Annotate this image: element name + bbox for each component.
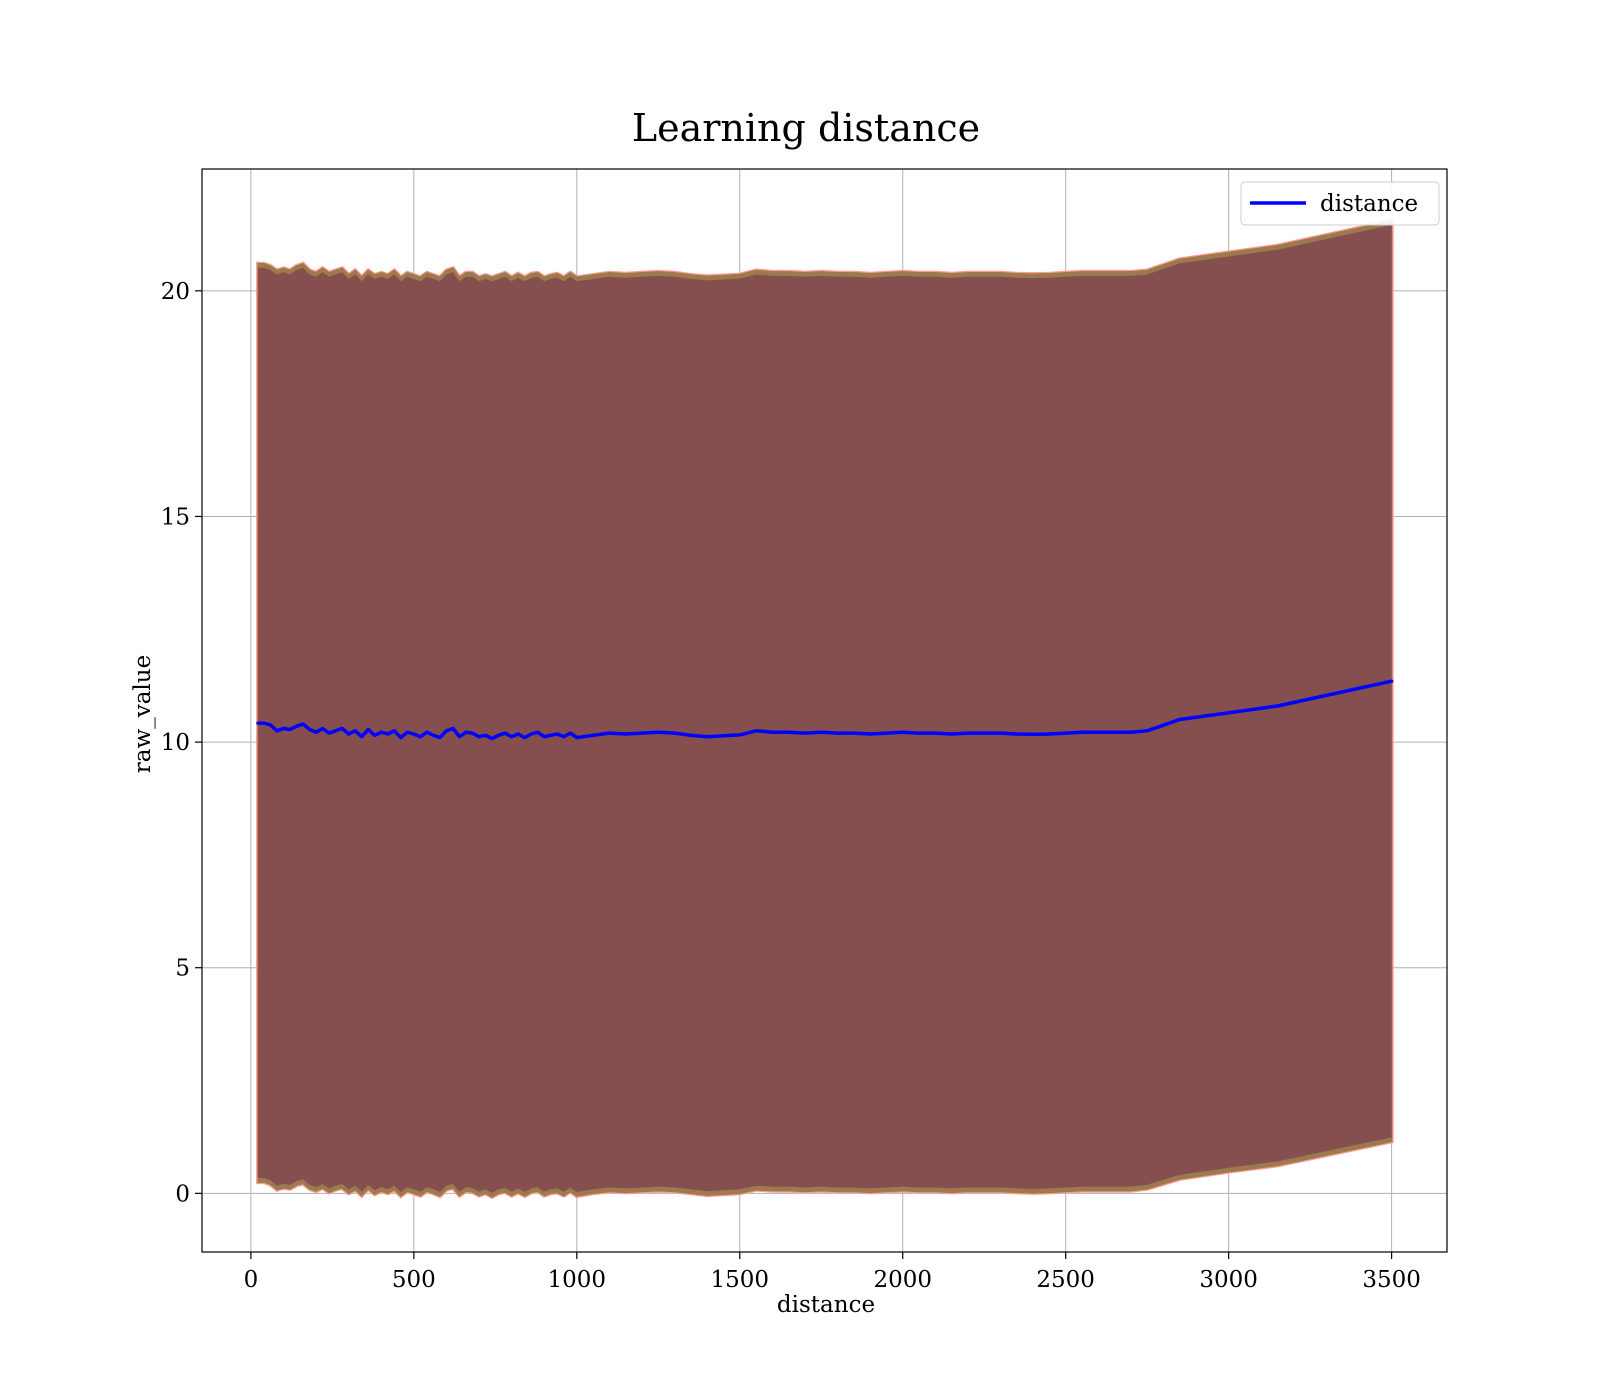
y-axis-label: raw_value xyxy=(130,655,156,773)
confidence-band xyxy=(256,218,1394,1200)
legend: distance xyxy=(1240,181,1440,226)
chart-title: Learning distance xyxy=(632,106,980,150)
x-tick-label: 1500 xyxy=(710,1267,769,1293)
y-tick-label: 20 xyxy=(161,279,190,305)
x-tick-label: 3000 xyxy=(1199,1267,1258,1293)
series-line-distance xyxy=(256,679,1394,741)
band-fill xyxy=(258,224,1392,1193)
x-tick-label: 500 xyxy=(392,1267,436,1293)
plot-area xyxy=(201,168,1448,1253)
x-tick-label: 1000 xyxy=(548,1267,607,1293)
y-axis-ticks: 0 5 10 15 20 xyxy=(161,279,202,1207)
y-tick-label: 5 xyxy=(175,956,190,982)
y-tick-label: 0 xyxy=(175,1181,190,1207)
plot-frame xyxy=(201,168,1448,1253)
legend-label: distance xyxy=(1320,191,1418,217)
x-axis-label: distance xyxy=(777,1292,875,1318)
y-tick-label: 10 xyxy=(161,730,190,756)
x-tick-label: 2500 xyxy=(1036,1267,1095,1293)
x-axis-ticks: 0 500 1000 1500 2000 2500 3000 3500 xyxy=(244,1252,1421,1293)
legend-box xyxy=(1240,181,1440,226)
x-tick-label: 3500 xyxy=(1362,1267,1421,1293)
y-tick-label: 15 xyxy=(161,504,190,530)
x-tick-label: 0 xyxy=(244,1267,259,1293)
series-line-layer xyxy=(256,679,1394,741)
x-tick-label: 2000 xyxy=(873,1267,932,1293)
